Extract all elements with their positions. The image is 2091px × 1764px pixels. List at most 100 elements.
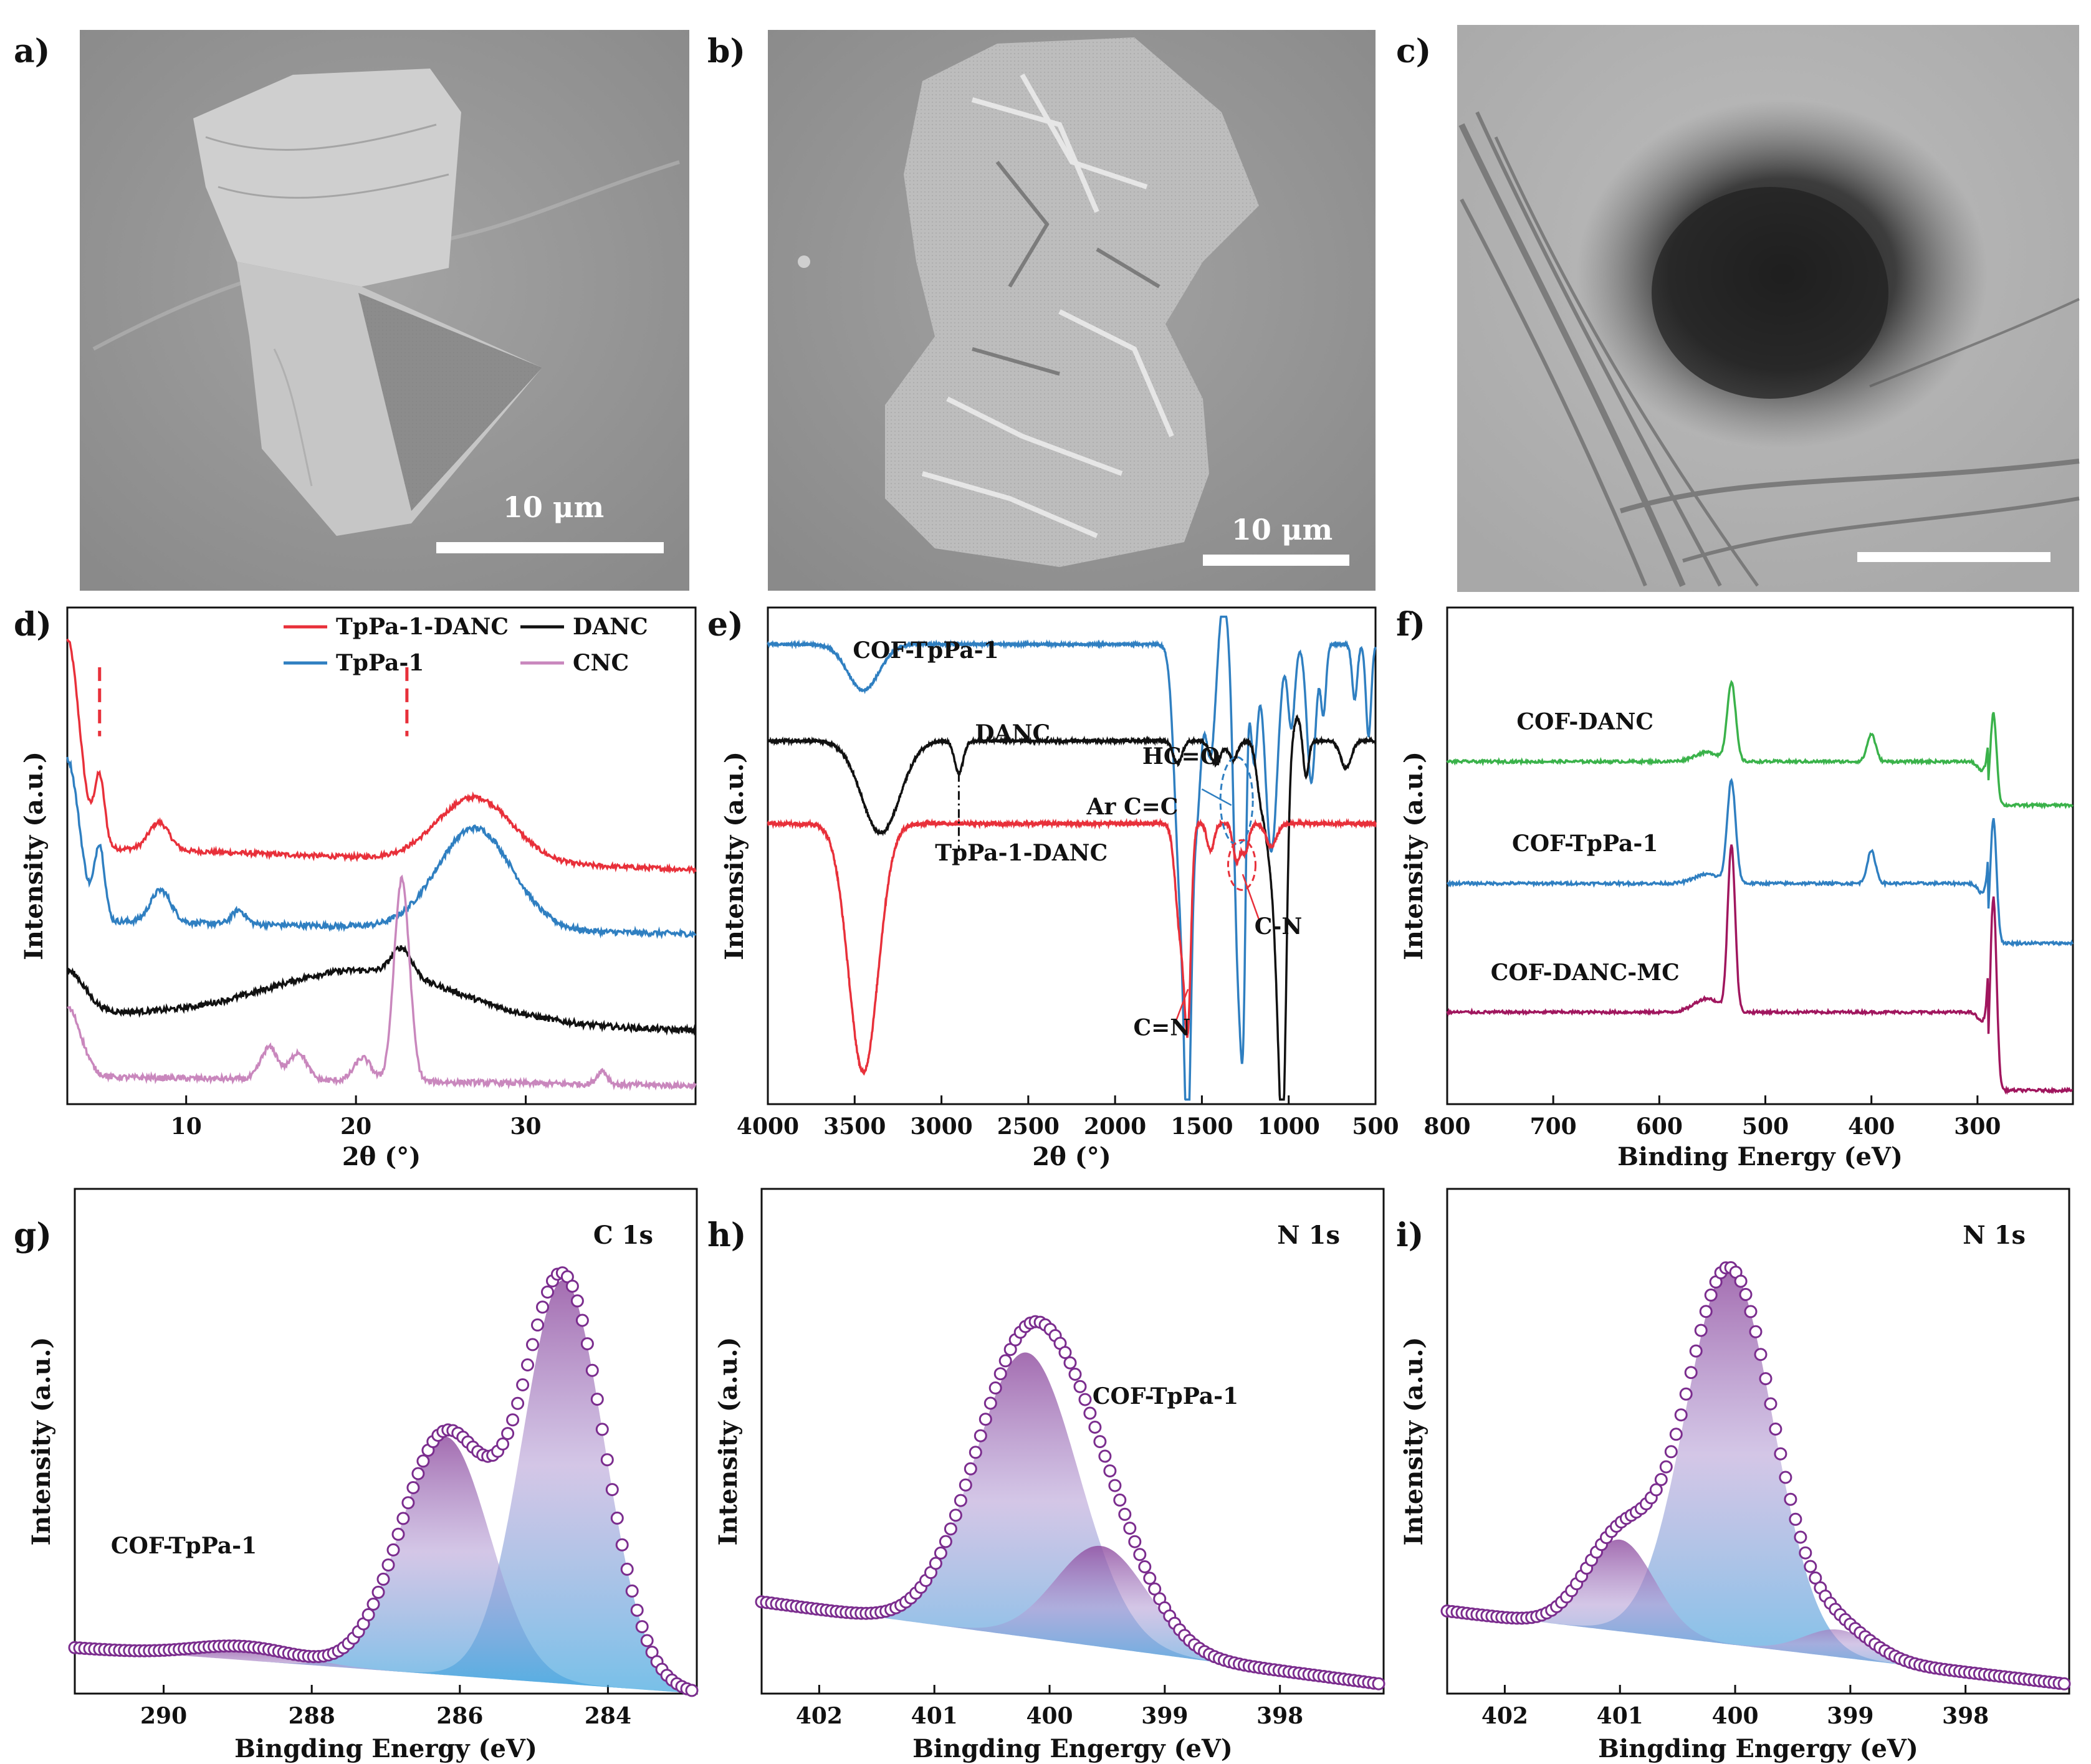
plot-frame-f bbox=[1446, 606, 2074, 1105]
envelope-point-g bbox=[570, 1294, 584, 1308]
envelope-point-g bbox=[416, 1454, 430, 1468]
envelope-point-h bbox=[954, 1494, 967, 1507]
scale-bar-b-label: 10 μm bbox=[1232, 513, 1333, 546]
envelope-point-i bbox=[1669, 1428, 1683, 1441]
chart-i: i) 402 401 400 399 398 Bingding Engergy (eV) In… bbox=[1396, 1188, 2071, 1763]
envelope-point-i bbox=[1649, 1483, 1663, 1497]
sample-label-g: COF-TpPa-1 bbox=[111, 1533, 257, 1559]
component-peak-i-0 bbox=[1447, 1268, 2069, 1685]
series-line-cof-tppa-1 bbox=[1446, 778, 2074, 948]
tem-c-core bbox=[1652, 187, 1888, 399]
envelope-point-i bbox=[2057, 1677, 2071, 1690]
sem-b-crystal bbox=[885, 37, 1259, 567]
envelope-point-g bbox=[595, 1423, 609, 1436]
envelope-point-g bbox=[511, 1396, 525, 1410]
panel-e-label: e) bbox=[707, 606, 744, 644]
envelope-point-i bbox=[1684, 1366, 1698, 1380]
envelope-point-g bbox=[620, 1562, 634, 1576]
scale-bar-a-label: 10 μm bbox=[503, 490, 604, 524]
annotation-arrow-arcc bbox=[1201, 788, 1232, 806]
envelope-point-g bbox=[575, 1313, 589, 1327]
spectrum-title-h: N 1s bbox=[1277, 1221, 1340, 1250]
envelope-point-i bbox=[1784, 1492, 1797, 1506]
component-peak-g-0 bbox=[75, 1280, 697, 1694]
scale-bar-c bbox=[1857, 552, 2050, 562]
plot-frame-i bbox=[1446, 1188, 2070, 1695]
envelope-point-i bbox=[1759, 1372, 1773, 1386]
envelope-point-g bbox=[396, 1512, 410, 1525]
component-peak-i-1 bbox=[1447, 1539, 2069, 1685]
x-tick-label-h: 402 bbox=[796, 1703, 843, 1729]
plot-frame-d bbox=[66, 606, 697, 1105]
envelope-point-i bbox=[1664, 1445, 1678, 1459]
x-tick-label-f: 300 bbox=[1954, 1113, 2001, 1140]
envelope-point-h bbox=[939, 1535, 952, 1548]
series-line-cof-tppa-1 bbox=[767, 616, 1377, 1101]
envelope-point-h bbox=[983, 1396, 997, 1410]
series-line-cof-danc-mc bbox=[1446, 844, 2074, 1095]
scale-bar-b bbox=[1203, 555, 1349, 566]
x-tick-label-i: 400 bbox=[1711, 1703, 1758, 1729]
envelope-point-i bbox=[1659, 1460, 1673, 1474]
sample-label-h: COF-TpPa-1 bbox=[1093, 1383, 1238, 1409]
legend-label-tppa-1: TpPa-1 bbox=[336, 650, 424, 676]
plot-frame-g bbox=[74, 1188, 698, 1695]
component-peak-h-0 bbox=[762, 1352, 1384, 1685]
envelope-point-h bbox=[998, 1354, 1012, 1368]
envelope-point-g bbox=[610, 1511, 624, 1525]
envelope-point-h bbox=[1103, 1464, 1117, 1478]
envelope-point-h bbox=[1098, 1449, 1112, 1463]
series-label-cof-danc-mc: COF-DANC-MC bbox=[1491, 960, 1680, 986]
envelope-point-h bbox=[1128, 1535, 1142, 1548]
component-peak-g-1 bbox=[75, 1436, 697, 1694]
x-tick-label-e: 2500 bbox=[997, 1113, 1060, 1140]
series-line-danc bbox=[66, 945, 697, 1036]
x-tick-label-h: 400 bbox=[1026, 1703, 1073, 1729]
x-tick-label-f: 700 bbox=[1530, 1113, 1577, 1140]
annotation-arrow-cn bbox=[1242, 874, 1260, 921]
envelope-point-h bbox=[1058, 1346, 1072, 1360]
envelope-point-i bbox=[1704, 1288, 1718, 1302]
x-axis-title-e: 2θ (°) bbox=[1032, 1142, 1111, 1171]
component-peak-h-1 bbox=[762, 1545, 1384, 1685]
annotation-arrow-cn-imine bbox=[1175, 989, 1189, 1022]
y-axis-title-h: Intensity (a.u.) bbox=[714, 1337, 743, 1546]
panel-f-label: f) bbox=[1396, 606, 1425, 644]
x-tick-label-i: 399 bbox=[1827, 1703, 1873, 1729]
envelope-point-i bbox=[1779, 1471, 1792, 1484]
tem-c-fibres bbox=[1458, 111, 2080, 588]
envelope-point-i bbox=[1654, 1473, 1668, 1486]
envelope-point-h bbox=[934, 1547, 947, 1560]
panel-c-label: c) bbox=[1396, 32, 1431, 70]
annotation-label-3: Ar C=C bbox=[1086, 794, 1179, 820]
annotation-label-4: TpPa-1-DANC bbox=[935, 840, 1108, 866]
envelope-point-h bbox=[974, 1429, 987, 1442]
envelope-point-h bbox=[1073, 1380, 1087, 1393]
envelope-point-h bbox=[988, 1381, 1002, 1395]
annotation-label-6: C=N bbox=[1133, 1014, 1190, 1041]
envelope-point-i bbox=[1699, 1305, 1713, 1318]
x-tick-label-g: 284 bbox=[585, 1703, 631, 1729]
legend-label-danc: DANC bbox=[573, 614, 648, 640]
legend-label-cnc: CNC bbox=[573, 650, 629, 676]
component-peak-g-2 bbox=[75, 1646, 697, 1694]
envelope-point-h bbox=[1083, 1406, 1097, 1420]
envelope-point-h bbox=[979, 1413, 992, 1426]
envelope-point-i bbox=[1794, 1530, 1807, 1544]
envelope-point-i bbox=[1689, 1344, 1703, 1358]
envelope-point-g bbox=[565, 1279, 579, 1293]
envelope-point-i bbox=[1679, 1387, 1693, 1401]
annotation-ellipse-arcc bbox=[1219, 756, 1254, 846]
x-tick-label-i: 402 bbox=[1481, 1703, 1528, 1729]
envelope-point-g bbox=[406, 1481, 420, 1494]
envelope-point-h bbox=[1372, 1677, 1385, 1690]
envelope-point-i bbox=[1739, 1288, 1753, 1301]
panel-i-label: i) bbox=[1396, 1216, 1424, 1254]
sem-a-crystal bbox=[193, 69, 542, 536]
envelope-point-h bbox=[969, 1446, 982, 1459]
envelope-point-g bbox=[361, 1608, 375, 1621]
panel-b: b) 10 μm bbox=[707, 30, 1376, 591]
envelope-point-h bbox=[1118, 1507, 1132, 1521]
series-label-cof-danc: COF-DANC bbox=[1516, 709, 1653, 735]
